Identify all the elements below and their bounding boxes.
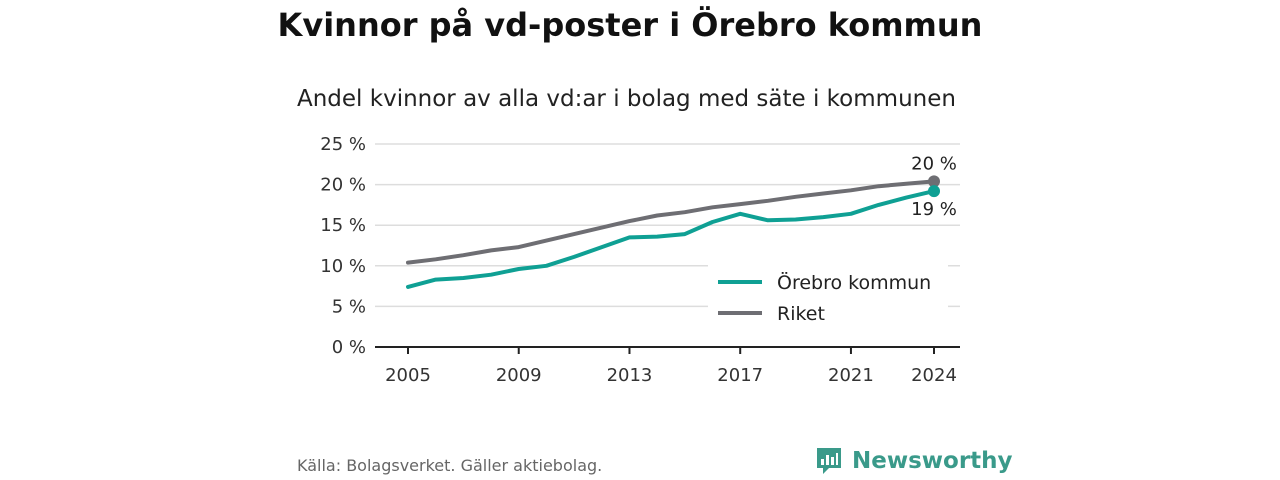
y-tick-label: 15 % [320, 215, 366, 236]
series-line [406, 179, 936, 265]
x-tick-label: 2009 [496, 365, 542, 386]
y-tick-label: 10 % [320, 256, 366, 277]
end-label: 19 % [911, 199, 957, 220]
y-tick-label: 25 % [320, 134, 366, 155]
chart-title: Kvinnor på vd-poster i Örebro kommun [277, 6, 983, 44]
brand-logo-block: Newsworthy [815, 446, 1013, 476]
legend-label: Riket [777, 303, 825, 325]
x-tick-label: 2013 [607, 365, 653, 386]
end-points [928, 175, 940, 198]
x-tick-label: 2017 [717, 365, 763, 386]
x-tick-label: 2005 [385, 365, 431, 386]
y-tick-labels: 0 % 5 % 10 % 15 % 20 % 25 % [320, 134, 366, 358]
x-tick-labels: 2005 2009 2013 2017 2021 2024 [385, 347, 957, 386]
legend: Örebro kommun Riket [708, 264, 948, 334]
series-line [406, 189, 936, 289]
grid-lines [375, 143, 960, 348]
brand-name: Newsworthy [852, 448, 1013, 474]
source-note: Källa: Bolagsverket. Gäller aktiebolag. [297, 456, 603, 475]
series-lines [406, 179, 936, 289]
y-tick-label: 0 % [332, 337, 366, 358]
y-tick-label: 20 % [320, 175, 366, 196]
x-tick-label: 2024 [911, 365, 957, 386]
x-tick-label: 2021 [828, 365, 874, 386]
y-tick-label: 5 % [332, 296, 366, 317]
end-point [928, 175, 940, 188]
chart-subtitle: Andel kvinnor av alla vd:ar i bolag med … [297, 86, 956, 112]
legend-box [708, 264, 948, 334]
end-label: 20 % [911, 153, 957, 174]
end-point [928, 185, 940, 198]
legend-label: Örebro kommun [777, 271, 931, 294]
end-labels: 20 % 19 % [911, 153, 957, 220]
newsworthy-logo-icon [817, 448, 841, 474]
